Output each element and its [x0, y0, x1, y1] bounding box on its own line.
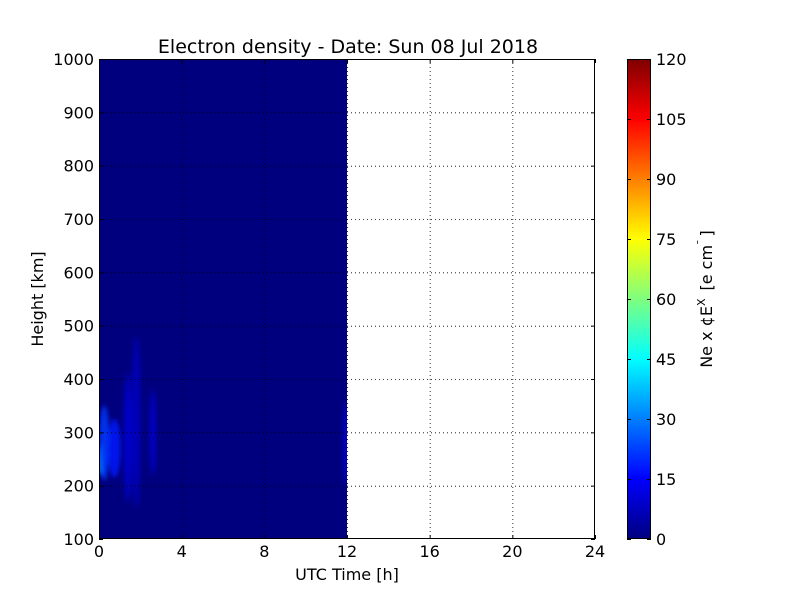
x-tick-label: 0 [94, 542, 104, 561]
colorbar-label-superscript: X [695, 298, 708, 306]
heatmap-layer [99, 59, 347, 539]
colorbar: 0 15 30 45 60 75 90 105 120 Ne x ¢EX [e cm¯] [627, 50, 716, 549]
colorbar-tick-label: 90 [656, 170, 676, 189]
colorbar-tick-label: 105 [656, 110, 687, 129]
colorbar-tick-label: 45 [656, 350, 676, 369]
colorbar-label: Ne x ¢EX [e cm¯] [695, 230, 716, 368]
y-tick-label: 800 [63, 157, 94, 176]
colorbar-tick-label: 0 [656, 530, 666, 549]
x-axis-label: UTC Time [h] [295, 565, 399, 584]
y-tick-label: 200 [63, 477, 94, 496]
heatmap-feature-1 [99, 405, 110, 481]
colorbar-tick-label: 120 [656, 50, 687, 69]
colorbar-label-unit-superscript: ¯ [695, 239, 708, 245]
y-tick-label: 900 [63, 103, 94, 122]
x-tick-label: 4 [177, 542, 187, 561]
plot-area: 0 4 8 12 16 20 24 1002003004005006007008009001… [53, 50, 605, 561]
heatmap-coverage [99, 59, 347, 539]
x-tick-label: 8 [259, 542, 269, 561]
heatmap-feature-4 [132, 336, 141, 507]
colorbar-label-main: Ne x ¢E [697, 306, 716, 368]
y-tick-label: 300 [63, 423, 94, 442]
tick-marks [99, 59, 596, 540]
x-tick-label: 12 [337, 542, 357, 561]
heatmap-feature-5 [149, 389, 156, 476]
x-tick-labels: 0 4 8 12 16 20 24 [94, 542, 605, 561]
colorbar-tick-label: 75 [656, 230, 676, 249]
grid-lines [99, 59, 595, 539]
heatmap-feature-3 [123, 373, 133, 502]
colorbar-ticks: 0 15 30 45 60 75 90 105 120 [627, 50, 687, 549]
colorbar-tick-label: 15 [656, 470, 676, 489]
colorbar-tick-label: 30 [656, 410, 676, 429]
y-tick-label: 600 [63, 263, 94, 282]
colorbar-tick-label: 60 [656, 290, 676, 309]
y-tick-label: 700 [63, 210, 94, 229]
x-tick-label: 20 [502, 542, 522, 561]
x-tick-label: 16 [419, 542, 439, 561]
y-tick-label: 400 [63, 370, 94, 389]
y-axis-label: Height [km] [28, 251, 47, 346]
colorbar-label-close: ] [697, 230, 716, 236]
heatmap-feature-2 [108, 419, 121, 478]
colorbar-label-unit: [e cm [697, 245, 716, 291]
x-tick-label: 24 [585, 542, 605, 561]
heatmap-features [99, 336, 347, 507]
y-tick-label: 100 [63, 530, 94, 549]
y-tick-label: 500 [63, 317, 94, 336]
chart-title: Electron density - Date: Sun 08 Jul 2018 [158, 36, 538, 58]
heatmap-feature-6 [343, 400, 347, 486]
y-tick-label: 1000 [53, 50, 94, 69]
y-tick-labels: 100 200 300 400 500 600 700 800 900 1000 [53, 50, 94, 549]
